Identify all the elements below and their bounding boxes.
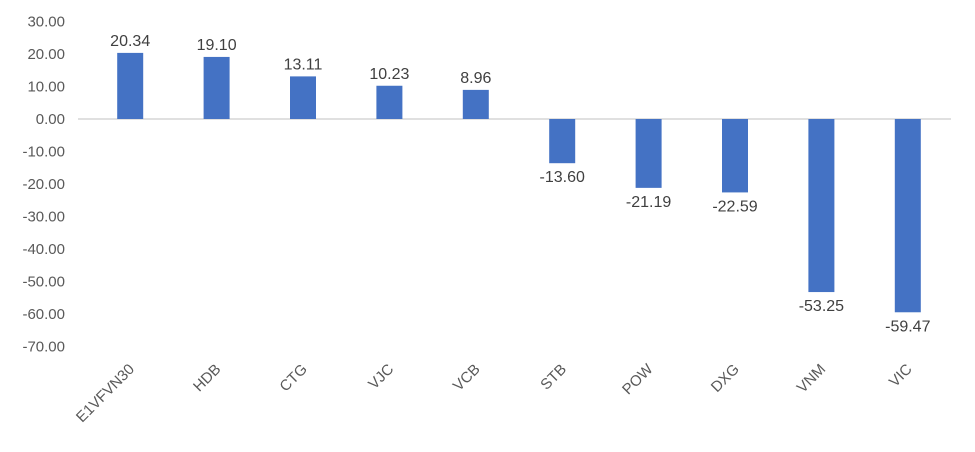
x-axis-category-label: STB xyxy=(537,361,570,394)
y-axis-tick-label: -30.00 xyxy=(22,209,65,226)
y-axis-tick-label: 0.00 xyxy=(36,111,65,128)
bar-value-label: 20.34 xyxy=(110,33,150,50)
y-axis-tick-label: 20.00 xyxy=(27,46,65,63)
x-axis-category-label: POW xyxy=(619,360,657,398)
bar-value-label: -22.59 xyxy=(712,198,757,215)
y-axis-tick-label: 10.00 xyxy=(27,79,65,96)
bar xyxy=(894,119,921,313)
bar xyxy=(117,52,144,119)
x-axis-category-label: VIC xyxy=(886,361,916,391)
y-axis-tick-label: -40.00 xyxy=(22,241,65,258)
bar-value-label: 8.96 xyxy=(460,70,491,87)
bar-value-label: -59.47 xyxy=(885,318,930,335)
x-axis-category-label: VCB xyxy=(450,361,484,395)
bar xyxy=(808,119,835,293)
x-axis-category-label: DXG xyxy=(708,361,743,396)
x-axis-category-label: CTG xyxy=(276,361,310,395)
bar-value-label: 19.10 xyxy=(197,37,237,54)
bar-value-label: -13.60 xyxy=(540,169,585,186)
y-axis-tick-label: 30.00 xyxy=(27,14,65,31)
bar xyxy=(203,56,230,119)
bar-value-label: 10.23 xyxy=(369,66,409,83)
x-axis-category-label: VJC xyxy=(365,361,397,393)
bar-value-label: -21.19 xyxy=(626,194,671,211)
bar xyxy=(462,89,489,119)
bar xyxy=(549,119,576,164)
bar xyxy=(635,119,662,188)
y-axis-tick-label: -20.00 xyxy=(22,176,65,193)
x-axis-category-label: E1VFVN30 xyxy=(73,361,138,426)
bar-value-label: 13.11 xyxy=(284,56,323,73)
x-axis-category-label: VNM xyxy=(794,361,830,397)
y-axis-tick-label: -60.00 xyxy=(22,306,65,323)
y-axis-tick-label: -50.00 xyxy=(22,274,65,291)
y-axis-tick-label: -10.00 xyxy=(22,144,65,161)
bar xyxy=(290,76,316,119)
x-axis-category-label: HDB xyxy=(190,361,224,395)
y-axis-tick-label: -70.00 xyxy=(22,339,65,356)
bar xyxy=(376,85,403,119)
bar xyxy=(722,119,748,193)
bar-value-label: -53.25 xyxy=(799,298,844,315)
